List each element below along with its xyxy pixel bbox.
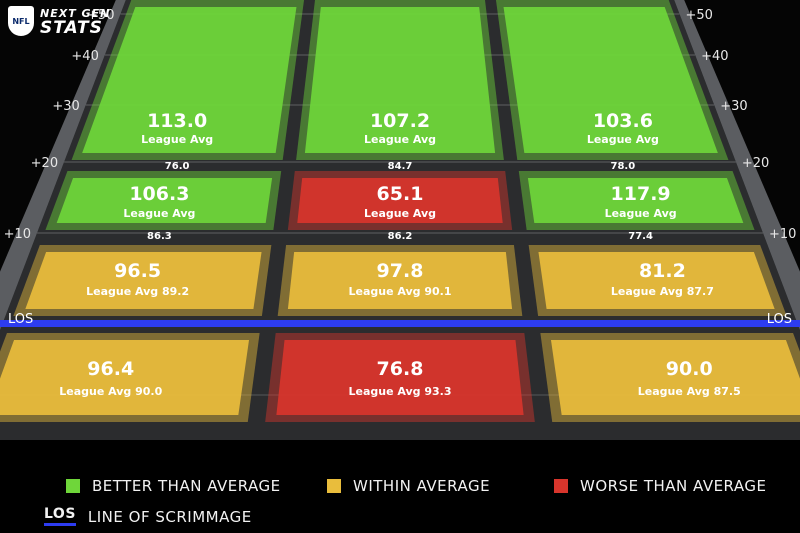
zone-league-label: League Avg xyxy=(605,207,677,220)
zone-cell xyxy=(276,340,524,415)
logo-line1: NEXT GEN xyxy=(40,7,111,20)
zone-value: 97.8 xyxy=(377,260,424,282)
yard-marker-left: +20 xyxy=(31,156,58,171)
next-gen-stats-logo: NFL NEXT GEN STATS xyxy=(8,6,111,38)
right-rail xyxy=(674,0,800,331)
los-label-left: LOS xyxy=(8,312,33,327)
yard-marker-right: +10 xyxy=(769,227,796,242)
zone-cell xyxy=(287,252,513,309)
yard-marker-right: +20 xyxy=(742,156,769,171)
zone-cell xyxy=(503,7,718,153)
legend-within: WITHIN AVERAGE xyxy=(327,477,490,495)
los-label-right: LOS xyxy=(767,312,792,327)
zone-league-label: League Avg 89.2 xyxy=(86,285,189,298)
zone-value: 117.9 xyxy=(611,183,671,205)
legend: BETTER THAN AVERAGE WITHIN AVERAGE WORSE… xyxy=(0,440,800,533)
zone-league-label: League Avg 90.1 xyxy=(348,285,451,298)
nfl-shield-icon: NFL xyxy=(8,6,34,36)
legend-los-key: LOS xyxy=(44,507,76,526)
zone-league-value: 78.0 xyxy=(611,161,636,172)
zone-cell xyxy=(527,178,744,223)
zone-league-value: 84.7 xyxy=(388,161,413,172)
zone-value: 76.8 xyxy=(377,358,424,380)
zone-league-label: League Avg xyxy=(364,133,436,146)
zone-league-value: 86.2 xyxy=(388,231,413,242)
yard-marker-left: +10 xyxy=(4,227,31,242)
left-rail xyxy=(0,0,126,331)
zone-cell xyxy=(82,7,297,153)
zone-cell xyxy=(550,340,800,415)
yard-marker-right: +40 xyxy=(701,49,728,64)
zone-value: 103.6 xyxy=(593,110,653,132)
legend-worse: WORSE THAN AVERAGE xyxy=(554,477,766,495)
zone-league-value: 76.0 xyxy=(165,161,190,172)
zone-heatmap: +50 +50+40 +40+30 +30+20 +20+10 +10113.0Leagu… xyxy=(0,0,800,440)
zone-league-label: League Avg xyxy=(141,133,213,146)
legend-better: BETTER THAN AVERAGE xyxy=(66,477,281,495)
zone-league-label: League Avg 87.7 xyxy=(611,285,714,298)
yard-marker-right: +30 xyxy=(720,99,747,114)
zone-league-label: League Avg 93.3 xyxy=(348,385,451,398)
zone-league-label: League Avg xyxy=(123,207,195,220)
zone-value: 107.2 xyxy=(370,110,430,132)
zone-value: 106.3 xyxy=(129,183,189,205)
yard-marker-left: +30 xyxy=(52,99,79,114)
zone-cell xyxy=(56,178,273,223)
legend-better-swatch xyxy=(66,479,80,493)
zone-league-label: League Avg xyxy=(587,133,659,146)
legend-worse-swatch xyxy=(554,479,568,493)
legend-los: LOS LINE OF SCRIMMAGE xyxy=(44,506,252,526)
zone-cell xyxy=(297,178,503,223)
logo-line2: STATS xyxy=(40,18,103,38)
legend-within-swatch xyxy=(327,479,341,493)
zone-value: 113.0 xyxy=(147,110,207,132)
zone-value: 81.2 xyxy=(639,260,686,282)
zone-league-value: 77.4 xyxy=(628,231,653,242)
zone-value: 96.4 xyxy=(87,358,134,380)
zone-value: 90.0 xyxy=(666,358,713,380)
zone-value: 65.1 xyxy=(377,183,424,205)
yard-marker-right: +50 xyxy=(686,8,713,23)
los-line xyxy=(0,320,800,327)
zone-cell xyxy=(25,252,262,309)
zone-value: 96.5 xyxy=(114,260,161,282)
zone-league-label: League Avg 90.0 xyxy=(59,385,162,398)
zone-cell xyxy=(304,7,496,153)
zone-cell xyxy=(0,340,250,415)
zone-league-label: League Avg xyxy=(364,207,436,220)
zone-league-label: League Avg 87.5 xyxy=(638,385,741,398)
zone-league-value: 86.3 xyxy=(147,231,172,242)
yard-marker-left: +50 xyxy=(87,8,114,23)
zone-cell xyxy=(538,252,775,309)
yard-marker-left: +40 xyxy=(71,49,98,64)
